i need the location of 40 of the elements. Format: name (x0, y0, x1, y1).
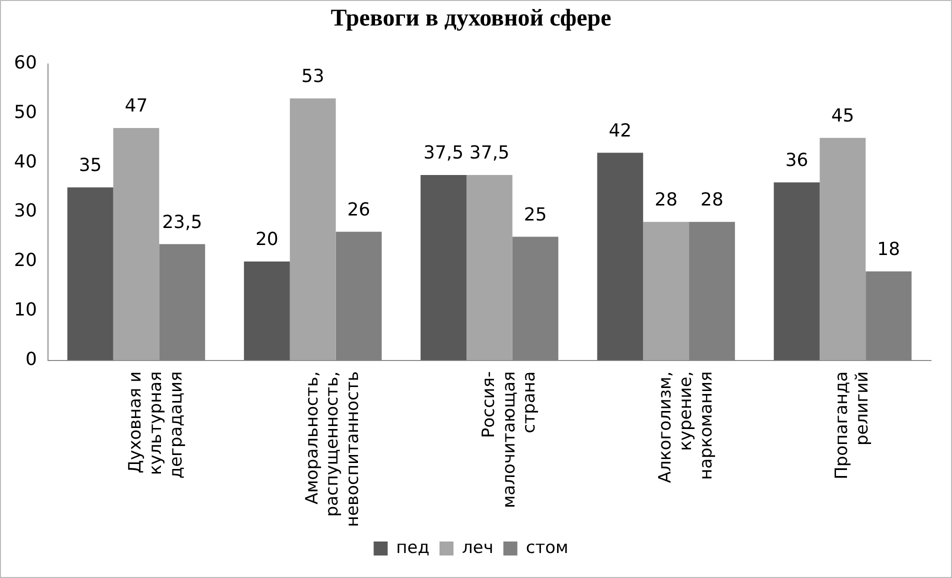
bar (420, 174, 466, 360)
bar (67, 187, 114, 360)
bar (597, 152, 644, 360)
data-label: 23,5 (162, 212, 202, 233)
bar (113, 128, 160, 360)
data-label: 18 (877, 239, 900, 260)
chart-title: Тревоги в духовной сфере (330, 6, 612, 32)
data-label: 20 (255, 229, 278, 250)
bar (244, 261, 290, 360)
y-tick-label: 40 (14, 151, 37, 172)
y-tick-label: 0 (25, 348, 37, 370)
bar (774, 182, 820, 360)
y-tick-label: 60 (14, 52, 37, 74)
x-tick-label: Духовная и культурная деградация (126, 371, 186, 479)
bar (290, 98, 336, 360)
data-label: 37,5 (469, 142, 510, 164)
data-label: 36 (785, 150, 808, 172)
legend-label: пед (396, 538, 430, 558)
legend-label: стом (526, 538, 568, 558)
data-label: 37,5 (423, 142, 464, 164)
y-tick-label: 30 (14, 200, 37, 222)
data-label: 35 (78, 155, 102, 176)
x-tick-label: Алкоголизм, курение, наркомания (655, 371, 716, 483)
y-tick-label: 50 (14, 102, 37, 123)
legend-label: леч (462, 538, 494, 558)
data-label: 28 (654, 190, 678, 211)
data-label: 25 (524, 204, 547, 226)
bar (643, 222, 690, 360)
bar (466, 174, 512, 360)
y-tick-label: 10 (14, 300, 37, 321)
data-label: 45 (831, 106, 854, 127)
x-tick-label: Россия-малочитающая страна (478, 371, 540, 508)
data-label: 26 (347, 199, 370, 220)
y-tick-label: 20 (14, 250, 37, 272)
bar (820, 138, 866, 360)
x-tick-label: Пропаганда религий (832, 371, 873, 480)
data-label: 47 (124, 96, 148, 117)
data-label: 53 (301, 66, 324, 88)
data-label: 28 (700, 190, 724, 211)
data-label: 42 (608, 120, 632, 142)
